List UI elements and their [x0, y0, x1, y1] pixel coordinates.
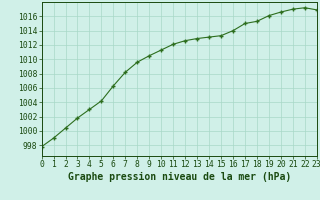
X-axis label: Graphe pression niveau de la mer (hPa): Graphe pression niveau de la mer (hPa) — [68, 172, 291, 182]
